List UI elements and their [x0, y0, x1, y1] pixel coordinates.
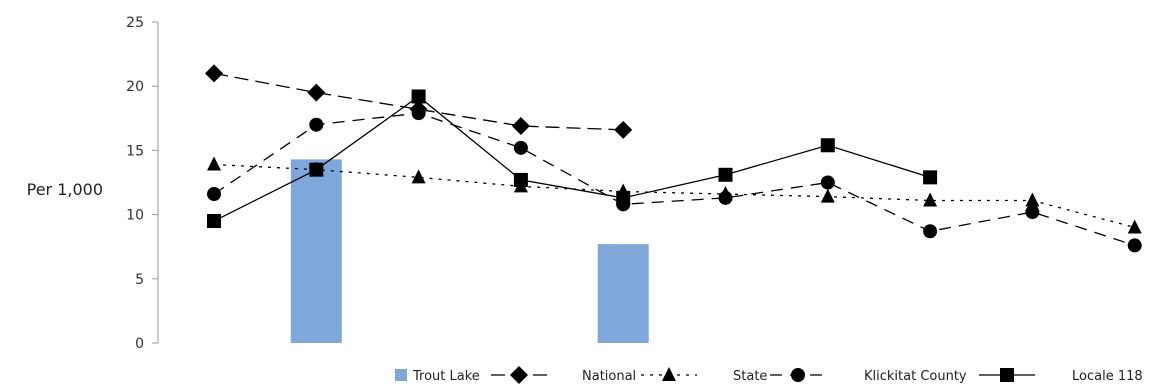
y-axis: 0 5 10 15 20 25	[126, 15, 159, 352]
legend-swatch-trout-lake	[395, 369, 407, 381]
y-tick-label: 5	[135, 272, 144, 288]
point-klickitat-county	[820, 175, 835, 190]
point-klickitat-county	[718, 190, 733, 205]
y-tick-label: 0	[135, 336, 144, 352]
legend-label-state: State	[733, 369, 767, 384]
point-locale-118	[411, 89, 426, 104]
y-tick-label: 20	[126, 79, 144, 95]
point-national	[307, 83, 326, 102]
point-locale-118	[923, 170, 938, 185]
series-line-locale-118	[213, 95, 931, 222]
point-state	[411, 169, 426, 184]
point-klickitat-county	[1127, 238, 1142, 253]
point-locale-118	[513, 172, 528, 187]
line-layer	[205, 64, 1142, 253]
legend-label-national: National	[582, 369, 636, 384]
series-line-state	[213, 163, 1135, 229]
point-national	[511, 117, 530, 136]
series-line-klickitat-county	[213, 112, 1135, 247]
series-line-national	[213, 72, 624, 131]
point-state	[820, 188, 835, 203]
point-state	[1127, 219, 1142, 234]
y-tick-label: 25	[126, 15, 144, 31]
point-locale-118	[718, 167, 733, 182]
legend-marker-national	[510, 366, 528, 384]
legend-marker-locale-118	[1000, 368, 1014, 382]
y-tick-label: 15	[126, 143, 144, 159]
point-klickitat-county	[411, 106, 426, 121]
bar-trout-lake	[290, 159, 342, 343]
bar-trout-lake	[597, 244, 649, 343]
point-state	[1025, 192, 1040, 207]
point-locale-118	[309, 162, 324, 177]
point-klickitat-county	[309, 117, 324, 132]
legend-label-klickitat-county: Klickitat County	[864, 369, 967, 384]
legend-label-trout-lake: Trout Lake	[412, 369, 480, 384]
point-klickitat-county	[513, 140, 528, 155]
legend-marker-klickitat-county	[791, 368, 805, 382]
point-locale-118	[207, 214, 221, 229]
legend-marker-state	[662, 367, 676, 381]
point-state	[923, 192, 938, 207]
legend-label-locale-118: Locale 118	[1072, 369, 1143, 384]
point-locale-118	[616, 190, 631, 205]
legend: Trout Lake National State Klickitat County L…	[395, 366, 1143, 384]
point-klickitat-county	[923, 224, 938, 239]
point-state	[207, 156, 221, 171]
point-klickitat-county	[207, 187, 221, 202]
y-axis-label: Per 1,000	[27, 180, 103, 199]
point-klickitat-county	[1025, 205, 1040, 220]
point-national	[614, 120, 633, 139]
bar-layer	[290, 159, 649, 343]
point-national	[205, 64, 223, 83]
point-locale-118	[820, 138, 835, 153]
y-tick-label: 10	[126, 208, 144, 224]
